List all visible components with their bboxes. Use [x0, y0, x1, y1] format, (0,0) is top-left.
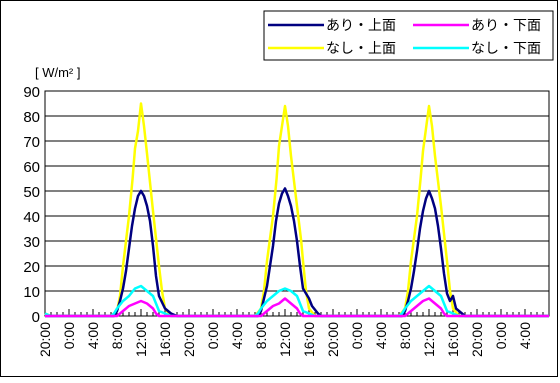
x-tick-label: 4:00	[85, 322, 101, 349]
x-tick-label: 8:00	[397, 322, 413, 349]
y-tick-label: 90	[23, 84, 40, 101]
y-axis-ticks: 0 10 20 30 40 50 60 70 80 90	[23, 84, 40, 326]
x-tick-label: 0:00	[349, 322, 365, 349]
legend-label-3: なし・下面	[471, 40, 541, 56]
series-line-0	[44, 102, 549, 318]
x-tick-label: 20:00	[37, 322, 53, 357]
x-tick-label: 8:00	[253, 322, 269, 349]
x-tick-label: 4:00	[229, 322, 245, 349]
y-tick-label: 30	[23, 234, 40, 251]
legend-label-1: あり・下面	[471, 17, 541, 33]
y-tick-label: 60	[23, 159, 40, 176]
legend-box	[263, 10, 554, 61]
x-tick-label: 16:00	[445, 322, 461, 357]
x-tick-label: 4:00	[373, 322, 389, 349]
y-tick-label: 10	[23, 284, 40, 301]
x-tick-label: 0:00	[205, 322, 221, 349]
x-tick-label: 8:00	[109, 322, 125, 349]
series-lines	[44, 102, 549, 318]
x-tick-label: 20:00	[325, 322, 341, 357]
series-line-2	[44, 284, 549, 318]
x-tick-label: 12:00	[421, 322, 437, 357]
x-tick-label: 12:00	[133, 322, 149, 357]
series-line-1	[45, 187, 549, 318]
y-tick-label: 20	[23, 259, 40, 276]
legend-label-0: あり・上面	[326, 17, 396, 33]
x-tick-label: 4:00	[517, 322, 533, 349]
y-axis-label: [ W/m² ]	[35, 65, 81, 80]
x-tick-label: 0:00	[493, 322, 509, 349]
y-tick-label: 70	[23, 134, 40, 151]
y-tick-label: 40	[23, 209, 40, 226]
series-line-3	[45, 297, 549, 318]
y-tick-label: 80	[23, 109, 40, 126]
x-tick-label: 20:00	[469, 322, 485, 357]
x-tick-label: 0:00	[61, 322, 77, 349]
x-tick-label: 12:00	[277, 322, 293, 357]
legend-label-2: なし・上面	[326, 40, 396, 56]
y-tick-label: 50	[23, 184, 40, 201]
y-tick-label: 0	[32, 309, 40, 326]
x-tick-label: 16:00	[301, 322, 317, 357]
x-tick-label: 20:00	[181, 322, 197, 357]
x-tick-label: 16:00	[157, 322, 173, 357]
